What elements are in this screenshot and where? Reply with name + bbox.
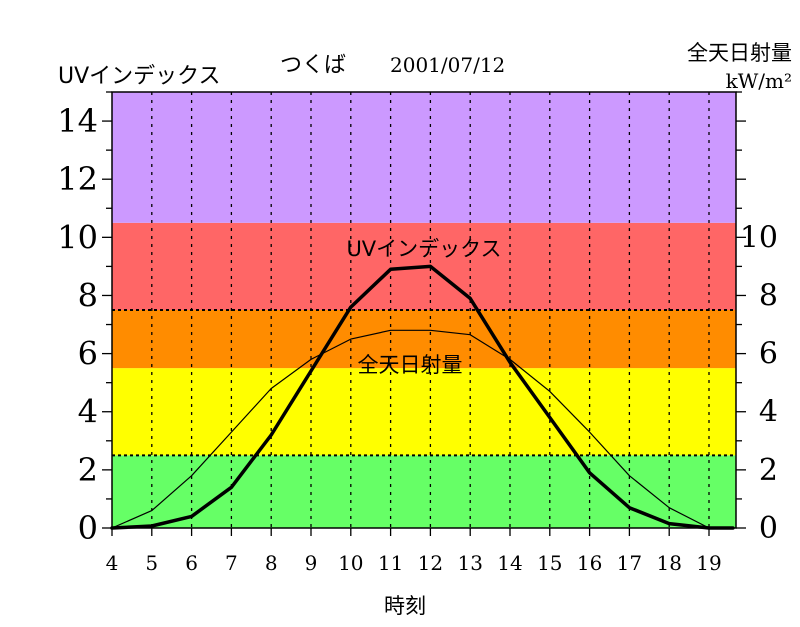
- series-lines: [110, 264, 735, 530]
- right-axis-tick-label-8: 8: [759, 278, 778, 313]
- plot-frame: [111, 91, 737, 529]
- x-axis-tick-label-17: 17: [617, 551, 642, 575]
- hour-grid: [112, 92, 736, 528]
- x-axis-title: 時刻: [384, 594, 426, 618]
- x-axis-tick-label-12: 12: [418, 551, 443, 575]
- axes: 0 2 4 6 8 10 12 14 0 2 4 6 8 10 4 5 6 7 8 9 10 11 12 13 14 15 16 17…: [57, 91, 778, 575]
- x-axis-tick-label-18: 18: [656, 551, 681, 575]
- x-axis-tick-label-11: 11: [378, 551, 403, 575]
- left-axis-tick-label-8: 8: [78, 276, 98, 314]
- uv-band-1: [112, 368, 736, 456]
- x-axis-tick-label-6: 6: [185, 551, 198, 575]
- x-axis-tick-label-5: 5: [145, 551, 158, 575]
- left-axis-tick-label-14: 14: [57, 102, 98, 140]
- x-axis-tick-label-9: 9: [305, 551, 318, 575]
- x-axis-tick-label-4: 4: [106, 551, 119, 575]
- right-axis-tick-label-2: 2: [759, 453, 778, 488]
- uv-band-0: [112, 455, 736, 528]
- left-axis-tick-label-10: 10: [57, 218, 98, 256]
- right-axis-tick-label-10: 10: [740, 220, 778, 255]
- chart-date: 2001/07/12: [390, 53, 505, 77]
- x-axis-tick-label-7: 7: [225, 551, 238, 575]
- uv-bands: [112, 92, 736, 528]
- left-axis-tick-label-12: 12: [57, 160, 98, 198]
- right-axis-tick-label-6: 6: [759, 337, 778, 372]
- x-axis-tick-label-16: 16: [577, 551, 602, 575]
- x-axis-tick-label-19: 19: [696, 551, 721, 575]
- left-axis-tick-label-4: 4: [78, 393, 98, 431]
- right-axis-unit: kW/m²: [726, 69, 792, 93]
- right-axis-title: 全天日射量: [687, 41, 792, 65]
- radiation-series-label: 全天日射量: [358, 353, 463, 377]
- left-axis-title: UVインデックス: [58, 64, 221, 89]
- x-axis-tick-label-13: 13: [457, 551, 482, 575]
- right-axis-tick-label-0: 0: [759, 511, 778, 546]
- x-axis-tick-label-15: 15: [537, 551, 562, 575]
- uv-band-4: [112, 92, 736, 223]
- uv-index-line: [110, 264, 735, 530]
- x-axis-tick-label-10: 10: [338, 551, 363, 575]
- left-axis-tick-label-0: 0: [78, 509, 98, 547]
- solar-radiation-line: [111, 329, 734, 529]
- chart-title: つくば: [280, 53, 346, 78]
- left-axis-tick-label-2: 2: [78, 451, 98, 489]
- left-axis-tick-label-6: 6: [78, 335, 98, 373]
- x-axis-tick-label-14: 14: [497, 551, 522, 575]
- right-axis-tick-label-4: 4: [759, 395, 778, 430]
- x-axis-tick-label-8: 8: [265, 551, 278, 575]
- uv-band-2: [112, 310, 736, 369]
- uv-series-label: UVインデックス: [346, 237, 501, 261]
